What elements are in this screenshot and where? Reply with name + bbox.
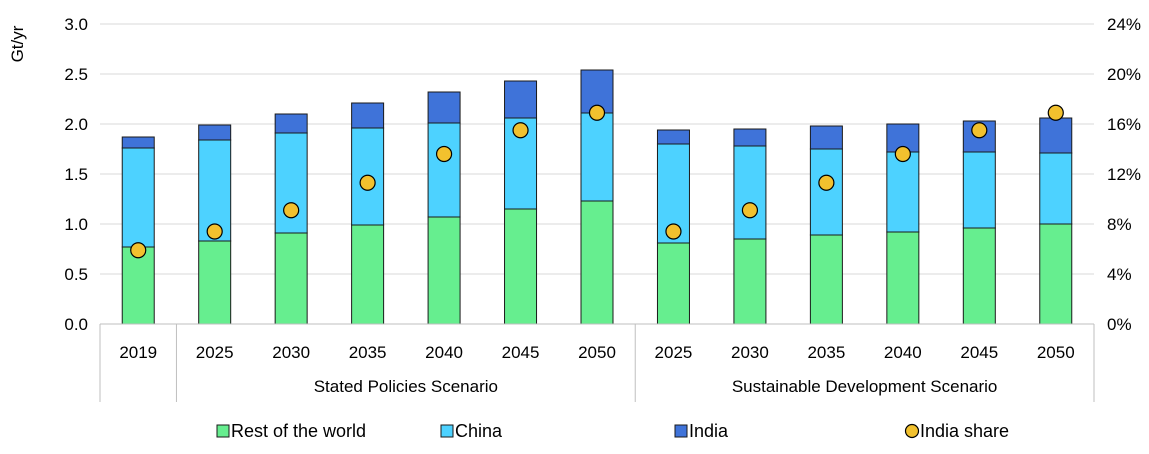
legend-label: India	[689, 421, 729, 441]
bar-india	[274, 113, 308, 134]
x-tick-label: 2040	[425, 343, 463, 362]
x-tick-label: 2019	[119, 343, 157, 362]
y-tick-label: 2.0	[64, 115, 88, 134]
y2-tick-label: 12%	[1107, 165, 1141, 184]
bar-rest-of-the-world	[886, 231, 920, 325]
bar-china	[962, 151, 996, 229]
share-marker	[588, 104, 606, 121]
x-tick-label: 2050	[1037, 343, 1075, 362]
bar-rest-of-the-world	[198, 240, 232, 325]
y2-tick-label: 16%	[1107, 115, 1141, 134]
bars	[121, 69, 1073, 325]
bar-china	[733, 145, 767, 240]
y2-tick-label: 20%	[1107, 65, 1141, 84]
legend-swatch-india	[674, 424, 688, 438]
x-tick-label: 2045	[502, 343, 540, 362]
bar-india	[351, 102, 385, 129]
y-tick-label: 3.0	[64, 15, 88, 34]
bar-rest-of-the-world	[1039, 223, 1073, 325]
y-tick-label: 1.0	[64, 215, 88, 234]
y2-tick-label: 8%	[1107, 215, 1132, 234]
bar-rest-of-the-world	[809, 234, 843, 325]
bar-china	[121, 147, 155, 248]
y2-tick-label: 4%	[1107, 265, 1132, 284]
legend-label: Rest of the world	[231, 421, 366, 441]
bar-china	[580, 112, 614, 202]
bar-india	[656, 129, 690, 145]
x-tick-label: 2045	[960, 343, 998, 362]
bar-india	[809, 125, 843, 150]
bar-china	[274, 132, 308, 234]
y-tick-label: 0.0	[64, 315, 88, 334]
bar-india	[733, 128, 767, 147]
legend: Rest of the world China India India share	[216, 421, 1009, 441]
legend-swatch-rest-of-the-world	[216, 424, 230, 438]
bar-rest-of-the-world	[274, 232, 308, 325]
y-tick-label: 0.5	[64, 265, 88, 284]
bar-rest-of-the-world	[580, 200, 614, 325]
bar-china	[809, 148, 843, 236]
group-label: Sustainable Development Scenario	[732, 377, 998, 396]
bar-india	[121, 136, 155, 149]
share-marker	[435, 145, 453, 163]
y-tick-label: 1.5	[64, 165, 88, 184]
x-tick-label: 2025	[655, 343, 693, 362]
bar-india	[504, 80, 538, 119]
legend-swatch-china	[440, 424, 454, 438]
legend-label: China	[455, 421, 503, 441]
x-tick-label: 2050	[578, 343, 616, 362]
share-marker	[665, 223, 682, 240]
bar-india	[1039, 117, 1073, 154]
bar-rest-of-the-world	[962, 227, 996, 325]
share-markers	[130, 104, 1064, 259]
share-marker	[283, 202, 300, 219]
bar-china	[886, 151, 920, 233]
axes: 0.0 0.5 1.0 1.5 2.0 2.5 3.0 0% 4% 8% 12% 16% 20% 24% G…	[8, 15, 1141, 402]
share-marker	[1047, 104, 1064, 121]
bar-rest-of-the-world	[121, 246, 155, 325]
y2-tick-label: 24%	[1107, 15, 1141, 34]
bar-rest-of-the-world	[351, 224, 385, 325]
bar-rest-of-the-world	[427, 216, 461, 325]
x-tick-label: 2035	[349, 343, 387, 362]
share-marker	[741, 202, 759, 219]
bar-china	[1039, 152, 1073, 225]
y-axis-title: Gt/yr	[8, 25, 27, 62]
bar-india	[198, 124, 232, 141]
x-tick-label: 2035	[807, 343, 845, 362]
bar-china	[427, 122, 461, 218]
bar-india	[427, 91, 461, 124]
share-marker	[512, 122, 529, 139]
x-tick-label: 2025	[196, 343, 234, 362]
share-marker	[894, 145, 911, 163]
share-marker	[206, 223, 223, 240]
share-marker	[818, 174, 835, 191]
bar-rest-of-the-world	[733, 238, 767, 325]
bar-rest-of-the-world	[656, 242, 690, 325]
y2-tick-label: 0%	[1107, 315, 1132, 334]
group-label: Stated Policies Scenario	[314, 377, 498, 396]
x-tick-label: 2030	[731, 343, 769, 362]
legend-label: India share	[920, 421, 1009, 441]
x-tick-label: 2040	[884, 343, 922, 362]
bar-rest-of-the-world	[504, 208, 538, 325]
legend-marker-share	[904, 423, 920, 439]
share-marker	[971, 122, 988, 139]
x-tick-label: 2030	[272, 343, 310, 362]
y-tick-label: 2.5	[64, 65, 88, 84]
share-marker	[130, 242, 147, 259]
share-marker	[359, 174, 376, 191]
